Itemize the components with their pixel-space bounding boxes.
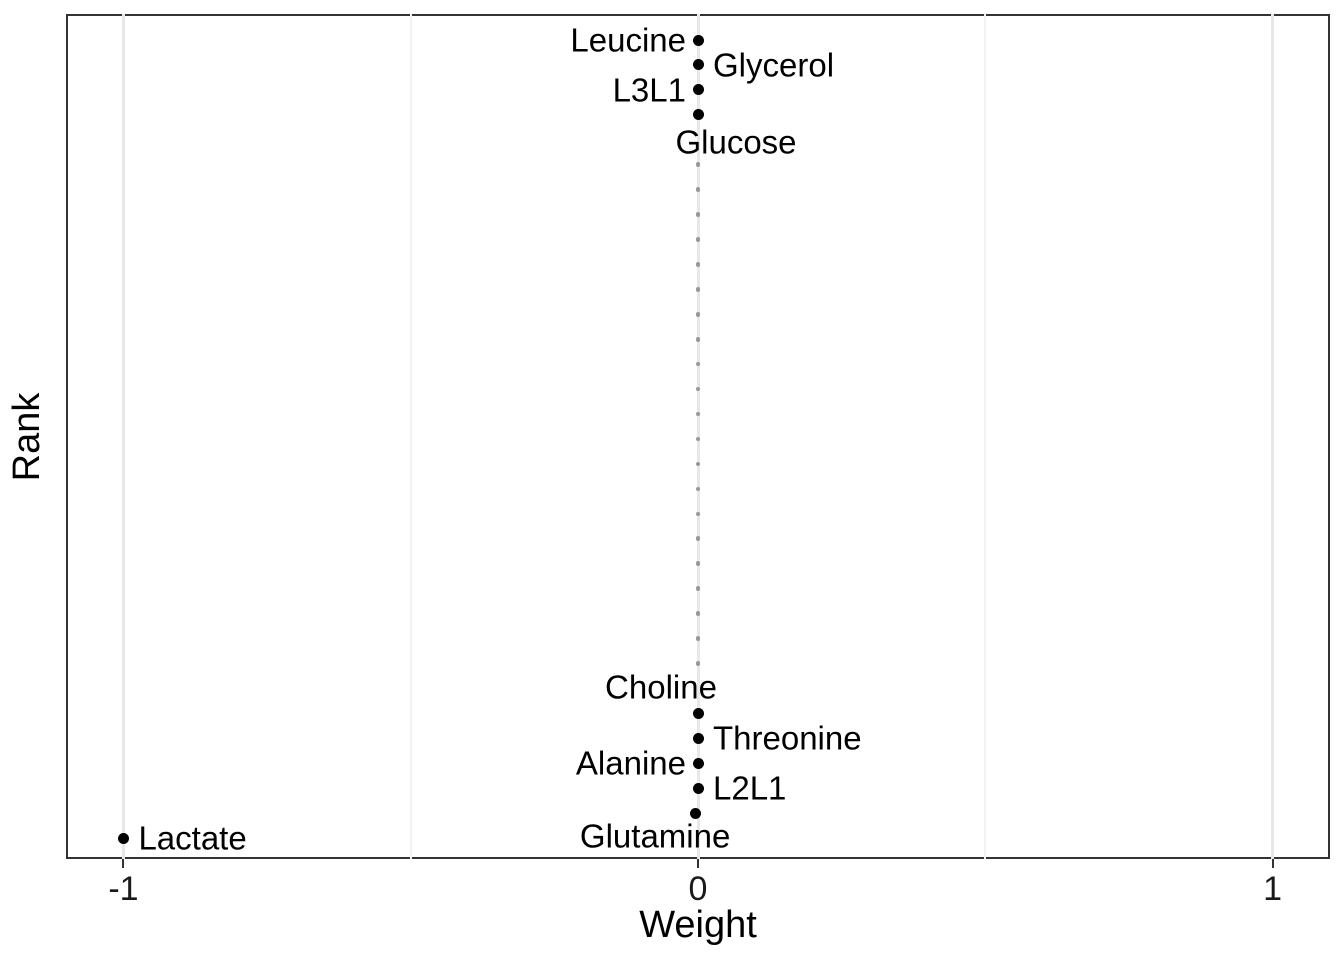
minor-data-point: [695, 237, 701, 242]
minor-data-point: [695, 187, 701, 192]
minor-data-point: [695, 312, 701, 317]
major-gridline: [1271, 14, 1275, 859]
x-axis-title: Weight: [639, 904, 757, 946]
minor-data-point: [695, 661, 701, 666]
point-label: Choline: [605, 668, 717, 706]
minor-data-point: [695, 536, 701, 542]
data-point: [692, 109, 704, 121]
point-label: Glycerol: [713, 46, 835, 84]
minor-data-point: [695, 611, 701, 616]
x-tick-mark: [1271, 859, 1274, 868]
point-label: Glutamine: [579, 817, 731, 855]
x-tick-label: 0: [688, 870, 708, 908]
point-label: Threonine: [713, 719, 862, 757]
point-label: Glucose: [675, 123, 797, 161]
point-label: Leucine: [570, 21, 686, 59]
data-point: [692, 84, 704, 96]
x-tick-label: 1: [1263, 870, 1282, 908]
point-label: L3L1: [612, 71, 686, 109]
minor-gridline: [409, 14, 412, 859]
data-point: [689, 807, 701, 819]
data-point: [117, 832, 129, 844]
point-label: L2L1: [713, 769, 787, 807]
data-point: [692, 757, 704, 769]
minor-data-point: [695, 162, 701, 167]
minor-data-point: [695, 336, 701, 342]
minor-data-point: [695, 486, 701, 492]
y-axis-title: Rank: [6, 392, 48, 481]
minor-data-point: [695, 411, 701, 417]
data-point: [692, 782, 704, 794]
minor-data-point: [695, 386, 701, 392]
minor-gridline: [984, 14, 987, 859]
x-tick-mark: [697, 859, 699, 868]
minor-data-point: [695, 361, 701, 367]
minor-data-point: [695, 212, 701, 217]
minor-data-point: [695, 636, 701, 641]
minor-data-point: [695, 586, 701, 591]
minor-data-point: [695, 287, 701, 292]
point-label: Alanine: [575, 744, 686, 782]
minor-data-point: [695, 561, 701, 566]
major-gridline: [121, 14, 125, 859]
data-point: [692, 34, 704, 46]
major-gridline: [696, 14, 700, 859]
x-tick-mark: [122, 859, 125, 868]
data-point: [692, 732, 704, 744]
minor-data-point: [695, 511, 701, 517]
minor-data-point: [695, 436, 701, 442]
x-tick-label: -1: [108, 870, 139, 908]
data-point: [692, 59, 704, 71]
point-label: Lactate: [138, 819, 247, 857]
minor-data-point: [695, 461, 701, 467]
minor-data-point: [695, 262, 701, 267]
data-point: [692, 707, 704, 719]
